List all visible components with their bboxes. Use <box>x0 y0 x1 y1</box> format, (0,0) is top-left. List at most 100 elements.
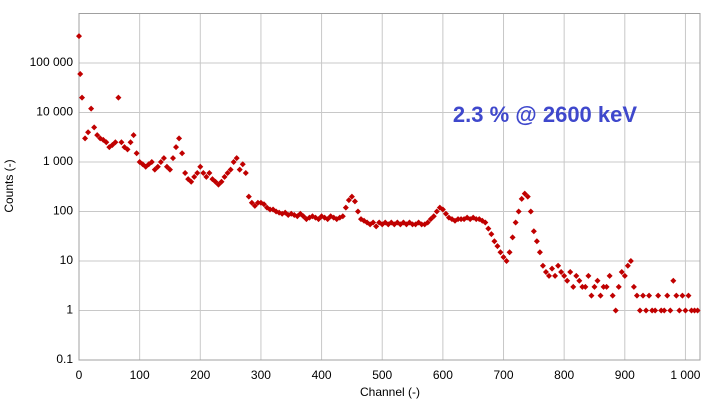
data-point <box>424 219 431 226</box>
data-point <box>567 268 574 275</box>
plot-frame <box>78 13 701 361</box>
data-point <box>576 277 583 284</box>
y-axis-label: Counts (-) <box>2 159 16 212</box>
data-point <box>233 155 240 162</box>
data-point <box>679 292 686 299</box>
data-point <box>542 268 549 275</box>
data-point <box>500 254 507 261</box>
data-point <box>652 307 659 314</box>
data-point <box>676 307 683 314</box>
data-point <box>485 225 492 232</box>
x-tick-label: 800 <box>554 368 574 382</box>
data-point <box>539 262 546 269</box>
data-point <box>673 292 680 299</box>
data-point <box>624 262 631 269</box>
data-point <box>251 202 258 209</box>
data-point <box>133 150 140 157</box>
data-point <box>588 292 595 299</box>
y-tick-label: 1 000 <box>43 154 73 168</box>
data-point <box>191 173 198 180</box>
data-point <box>603 283 610 290</box>
data-point <box>694 307 701 314</box>
data-point <box>182 169 189 176</box>
data-point <box>203 173 210 180</box>
x-tick-label: 100 <box>130 368 150 382</box>
data-point <box>524 193 531 200</box>
data-point <box>639 292 646 299</box>
data-point <box>154 163 161 170</box>
data-point <box>200 169 207 176</box>
data-point <box>85 129 92 136</box>
data-point <box>570 283 577 290</box>
data-point <box>118 139 125 146</box>
data-point <box>555 262 562 269</box>
data-point <box>561 272 568 279</box>
x-tick-label: 600 <box>433 368 453 382</box>
y-tick-label: 0.1 <box>56 352 73 366</box>
x-tick-label: 300 <box>251 368 271 382</box>
data-point <box>591 283 598 290</box>
data-point <box>455 216 462 223</box>
data-point <box>82 135 89 142</box>
data-point <box>267 206 274 213</box>
data-point <box>473 216 480 223</box>
data-point <box>348 193 355 200</box>
data-point <box>691 307 698 314</box>
data-point <box>351 198 358 205</box>
data-point <box>664 292 671 299</box>
data-point <box>655 292 662 299</box>
data-point <box>491 238 498 245</box>
y-tick-label: 10 000 <box>36 105 73 119</box>
data-point <box>79 94 86 101</box>
data-point <box>339 213 346 220</box>
data-point <box>515 208 522 215</box>
data-point <box>582 283 589 290</box>
data-point <box>667 307 674 314</box>
data-point <box>197 163 204 170</box>
data-point <box>221 173 228 180</box>
data-point <box>148 159 155 165</box>
data-point <box>606 272 613 279</box>
data-point <box>370 219 377 226</box>
data-point <box>124 146 131 153</box>
data-point <box>354 208 361 215</box>
data-point <box>536 249 543 256</box>
data-point <box>503 258 510 264</box>
data-point <box>497 249 504 256</box>
y-tick-label: 100 <box>53 204 73 218</box>
data-point <box>661 307 668 314</box>
data-point <box>518 195 525 202</box>
data-point <box>488 231 495 238</box>
data-point <box>169 155 176 162</box>
data-point <box>494 243 501 250</box>
data-point <box>230 159 237 165</box>
data-point <box>579 283 586 290</box>
data-point <box>260 201 267 208</box>
data-point <box>91 124 98 131</box>
data-point <box>688 307 695 314</box>
data-point <box>585 272 592 279</box>
y-tick-label: 1 <box>66 303 73 317</box>
data-point <box>179 150 186 157</box>
x-tick-label: 0 <box>76 368 83 382</box>
data-point <box>521 190 528 197</box>
data-point <box>458 216 465 223</box>
data-point <box>627 258 634 264</box>
data-point <box>373 223 380 230</box>
data-point <box>176 135 183 142</box>
x-tick-label: 500 <box>372 368 392 382</box>
data-point <box>418 221 425 228</box>
data-point <box>173 144 180 151</box>
data-point <box>621 272 628 279</box>
data-point <box>442 210 449 217</box>
data-point <box>527 208 534 215</box>
x-tick-label: 900 <box>615 368 635 382</box>
data-point <box>682 307 689 314</box>
data-point <box>194 169 201 176</box>
data-point <box>509 234 516 241</box>
data-point <box>573 272 580 279</box>
data-point <box>157 159 164 165</box>
data-point <box>239 161 246 168</box>
data-point <box>506 249 513 256</box>
data-point <box>76 33 82 40</box>
